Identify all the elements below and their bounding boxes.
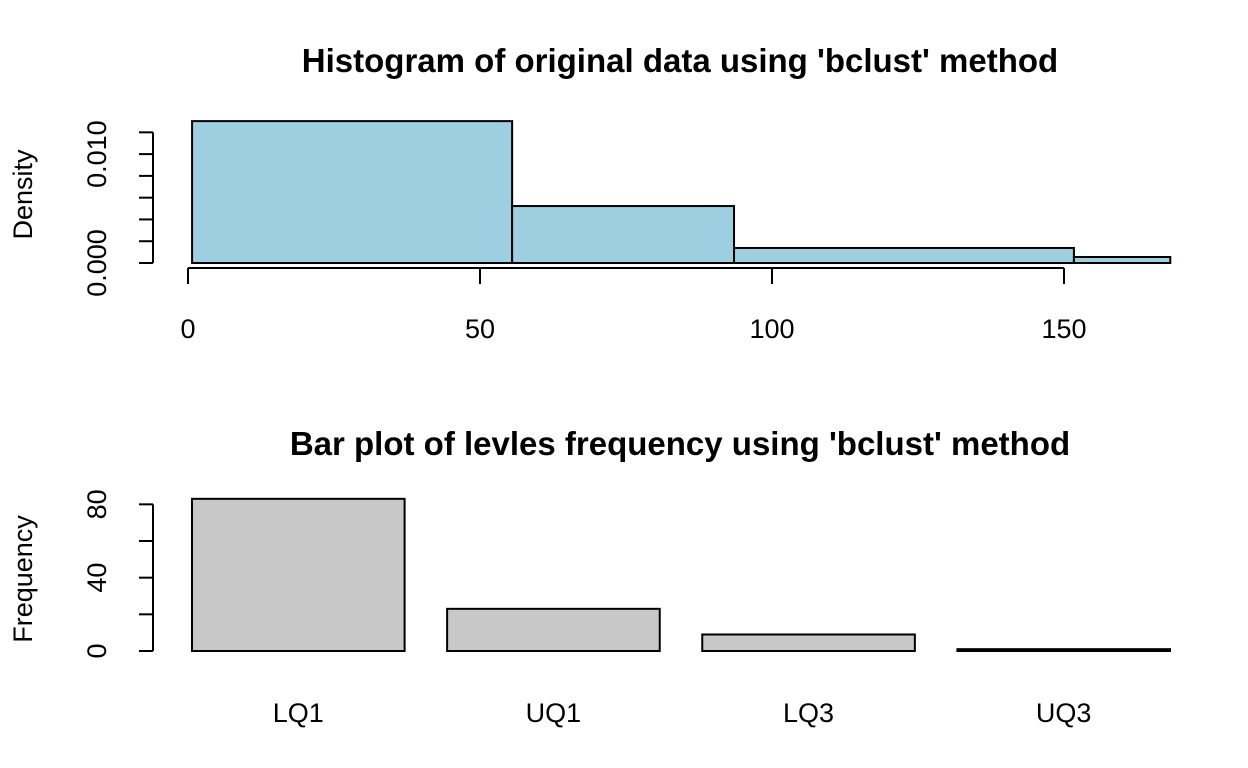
histogram-bar: [733, 246, 1075, 264]
y-tick-label: 0: [82, 643, 112, 658]
y-axis-label: Density: [8, 149, 38, 240]
bar: [446, 607, 661, 652]
chart-title: Histogram of original data using 'bclust…: [302, 42, 1058, 79]
x-tick-label: LQ3: [783, 698, 834, 728]
y-tick-label: 80: [82, 489, 112, 519]
y-tick-label: 0.000: [82, 229, 112, 297]
x-tick-label: LQ1: [273, 698, 324, 728]
x-tick-label: 0: [180, 314, 195, 344]
x-tick-label: 150: [1041, 314, 1086, 344]
x-tick-label: 50: [465, 314, 495, 344]
x-tick-label: 100: [749, 314, 794, 344]
y-axis-label: Frequency: [8, 515, 38, 643]
histogram-bar: [191, 120, 514, 264]
bar: [701, 633, 916, 652]
histogram-bar: [511, 205, 736, 265]
x-tick-label: UQ1: [526, 698, 582, 728]
bar: [956, 648, 1171, 653]
histogram-bar: [1072, 256, 1172, 264]
x-tick-label: UQ3: [1036, 698, 1092, 728]
bar: [191, 497, 406, 653]
y-tick-label: 0.010: [82, 120, 112, 188]
y-tick-label: 40: [82, 563, 112, 593]
chart-title: Bar plot of levles frequency using 'bclu…: [290, 425, 1070, 462]
